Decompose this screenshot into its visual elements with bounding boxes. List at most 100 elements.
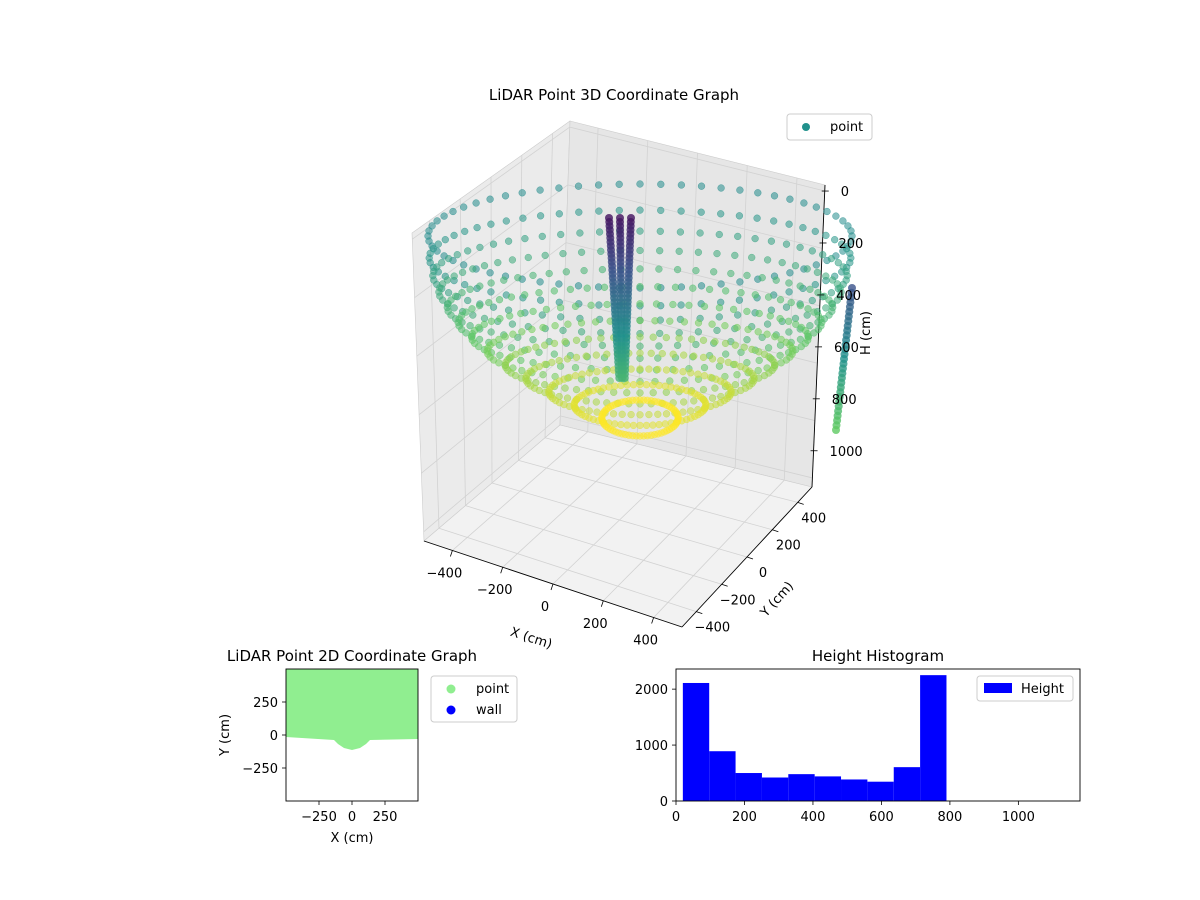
point-3d (629, 421, 638, 430)
point-3d (441, 236, 449, 244)
point-3d (636, 282, 644, 291)
y-tick-3d (746, 556, 754, 560)
y-axis-label-3d: Y (cm) (757, 579, 797, 621)
grid-line (491, 482, 748, 558)
point-3d (521, 234, 529, 243)
point-3d (755, 309, 763, 318)
point-3d (461, 227, 469, 236)
point-3d (495, 296, 504, 304)
point-3d (804, 305, 812, 313)
point-3d (699, 336, 708, 344)
point-3d (839, 217, 847, 225)
point-3d (623, 381, 631, 389)
point-3d (518, 366, 526, 375)
point-3d (461, 280, 469, 289)
point-3d (536, 212, 545, 220)
point-3d (636, 396, 644, 404)
x-tick-label-3d: −400 (427, 566, 463, 581)
point-3d (489, 303, 498, 311)
point-3d (671, 283, 680, 291)
point-3d (460, 261, 468, 269)
y-tick-label-3d: 0 (759, 566, 767, 581)
point-3d (734, 311, 742, 319)
point-3d (595, 228, 604, 236)
point-3d (617, 381, 625, 390)
point-3d (564, 320, 572, 328)
point-3d (715, 304, 724, 312)
point-3d (700, 302, 709, 311)
point-3d (550, 339, 559, 348)
point-3d (550, 287, 558, 295)
point-3d (690, 397, 698, 405)
point-3d (647, 349, 655, 357)
point-3d (603, 300, 611, 309)
point-3d (642, 421, 651, 430)
point-3d (487, 328, 495, 336)
point-3d (662, 333, 670, 342)
point-3d (642, 381, 651, 389)
point-3d (585, 369, 593, 377)
point-3d (748, 253, 756, 262)
point-3d (438, 259, 446, 267)
histogram-bar (867, 781, 894, 801)
point-3d (834, 259, 842, 267)
point-3d (464, 296, 472, 305)
point-3d (462, 308, 470, 316)
point-3d (799, 223, 807, 232)
point-3d (754, 366, 762, 375)
point-3d (784, 317, 793, 325)
histogram-bar (709, 751, 736, 801)
histogram-bar (761, 777, 789, 801)
point-3d (677, 301, 685, 309)
point-3d (657, 206, 665, 215)
point-3d (473, 223, 481, 232)
point-3d (673, 341, 682, 350)
point-3d (480, 262, 489, 270)
point-3d (786, 195, 794, 203)
histogram-bar (682, 682, 710, 801)
point-3d (843, 245, 851, 253)
point-3d (595, 207, 603, 215)
point-3d (550, 350, 558, 358)
point-3d (751, 234, 759, 243)
y-tick-label-2d: 250 (253, 696, 278, 711)
point-3d (763, 320, 772, 328)
point-3d (677, 207, 685, 215)
point-3d (500, 276, 508, 284)
point-3d (687, 369, 695, 377)
point-3d (675, 334, 683, 342)
point-3d (708, 320, 716, 328)
point-3d (636, 380, 644, 389)
point-3d (571, 302, 580, 311)
point-3d (715, 230, 723, 239)
point-3d (679, 368, 687, 376)
point-3d (755, 356, 763, 365)
chart-histogram: Height Histogram 0 200 400 600 800 1000 0 1000 2… (635, 647, 1081, 825)
point-3d (450, 231, 458, 240)
point-3d (458, 289, 466, 297)
point-3d (559, 249, 567, 258)
x-tick-label-histogram: 800 (937, 810, 962, 825)
point-3d (582, 397, 590, 405)
point-3d (443, 276, 452, 284)
point-3d (697, 208, 705, 216)
y-tick-label-histogram: 0 (660, 795, 668, 810)
point-3d (782, 303, 791, 311)
point-3d (743, 271, 751, 280)
point-3d (433, 217, 441, 225)
point-3d (485, 298, 493, 307)
point-3d (669, 350, 677, 358)
point-3d (636, 206, 644, 214)
chart-2d: LiDAR Point 2D Coordinate Graph −250 0 250… (218, 647, 518, 846)
point-3d (656, 329, 664, 338)
point-3d (627, 410, 635, 419)
point-3d (532, 343, 540, 351)
point-3d (697, 282, 706, 290)
point-3d (541, 341, 549, 349)
x-tick-label-2d: 250 (373, 810, 398, 825)
point-3d (451, 292, 460, 300)
point-3d (521, 291, 529, 299)
point-3d (506, 312, 514, 320)
point-3d (623, 421, 631, 429)
